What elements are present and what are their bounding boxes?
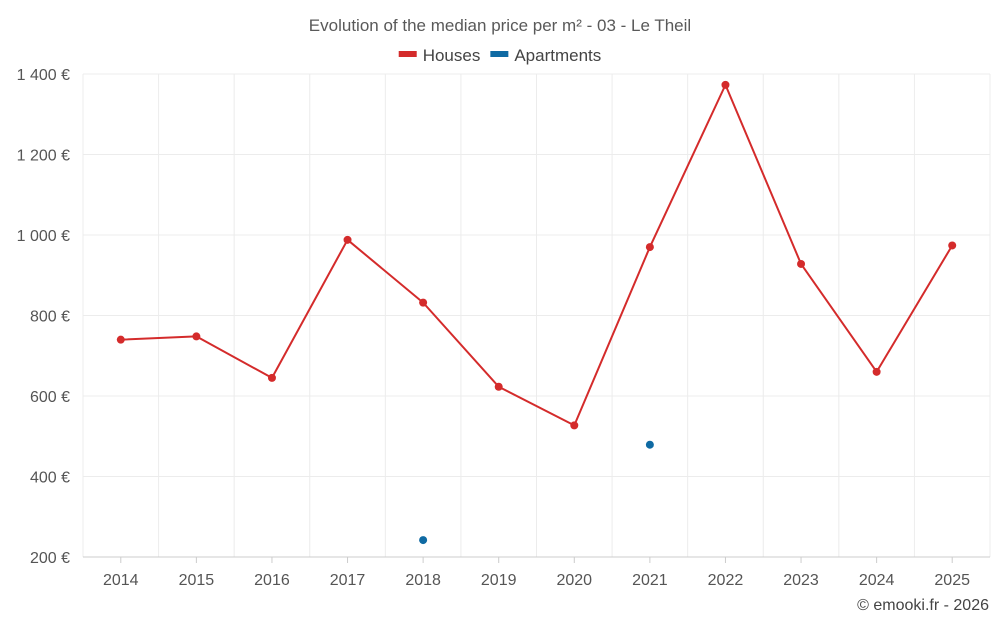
x-tick-label: 2020 — [556, 572, 592, 589]
legend-label: Apartments — [514, 46, 601, 65]
legend-label: Houses — [423, 46, 481, 65]
data-point-houses[interactable] — [570, 421, 579, 430]
y-tick-label: 1 400 € — [17, 67, 70, 84]
x-tick-label: 2014 — [103, 572, 139, 589]
credit-text: © emooki.fr - 2026 — [857, 597, 989, 614]
x-tick-label: 2016 — [254, 572, 290, 589]
legend-item-apartments[interactable]: Apartments — [490, 46, 601, 65]
data-point-houses[interactable] — [343, 235, 352, 244]
data-point-houses[interactable] — [267, 373, 276, 382]
x-tick-label: 2015 — [179, 572, 215, 589]
x-tick-label: 2017 — [330, 572, 366, 589]
y-tick-label: 200 € — [30, 550, 70, 567]
x-tick-label: 2019 — [481, 572, 517, 589]
x-axis: 2014 2015 2016 2017 2018 2019 2020 2021 2022 2023… — [83, 556, 990, 589]
series-houses — [116, 80, 957, 430]
chart-title: Evolution of the median price per m² - 0… — [309, 16, 691, 35]
x-tick-label: 2025 — [934, 572, 970, 589]
data-point-apartments[interactable] — [645, 440, 654, 449]
data-point-houses[interactable] — [721, 80, 730, 89]
x-tick-label: 2021 — [632, 572, 668, 589]
legend[interactable]: Houses Apartments — [398, 46, 602, 65]
data-point-houses[interactable] — [872, 367, 881, 376]
y-tick-label: 800 € — [30, 309, 70, 326]
y-tick-label: 400 € — [30, 470, 70, 487]
x-tick-label: 2022 — [708, 572, 744, 589]
y-tick-label: 1 200 € — [17, 148, 70, 165]
series-line-houses — [120, 83, 954, 427]
data-point-houses[interactable] — [419, 298, 428, 307]
data-point-houses[interactable] — [797, 259, 806, 268]
y-tick-label: 1 000 € — [17, 228, 70, 245]
data-point-houses[interactable] — [116, 335, 125, 344]
legend-swatch — [490, 51, 509, 57]
series-apartments — [419, 440, 654, 545]
data-point-houses[interactable] — [494, 382, 503, 391]
legend-swatch — [398, 51, 417, 57]
data-point-houses[interactable] — [192, 332, 201, 341]
legend-item-houses[interactable]: Houses — [398, 46, 481, 65]
grid — [82, 73, 991, 557]
data-point-houses[interactable] — [948, 241, 957, 250]
y-tick-label: 600 € — [30, 389, 70, 406]
x-tick-label: 2024 — [859, 572, 895, 589]
data-point-houses[interactable] — [645, 243, 654, 252]
y-axis: 200 € 400 € 600 € 800 € 1 000 € 1 200 € 1 400 … — [17, 67, 70, 567]
x-tick-label: 2018 — [405, 572, 441, 589]
x-tick-label: 2023 — [783, 572, 819, 589]
series — [116, 80, 957, 545]
data-point-apartments[interactable] — [419, 536, 428, 545]
